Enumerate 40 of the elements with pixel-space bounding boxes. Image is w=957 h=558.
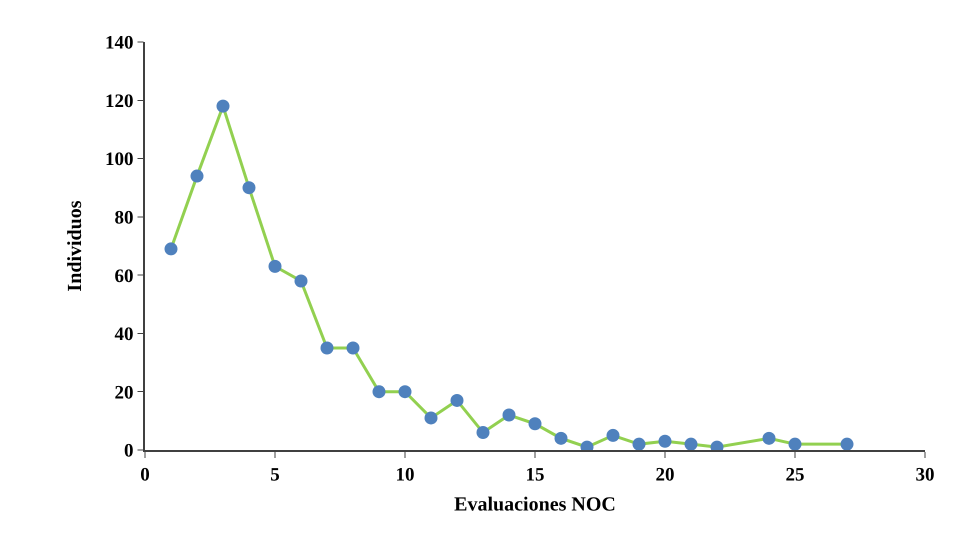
point [424, 411, 438, 424]
y-tick-label: 100 [104, 149, 134, 170]
point [476, 426, 490, 440]
point [762, 432, 776, 445]
x-tick-label: 20 [656, 464, 674, 486]
point [450, 394, 464, 407]
y-tick-label: 0 [124, 440, 134, 462]
point [632, 438, 646, 450]
x-tick-label: 15 [526, 464, 544, 486]
point [242, 181, 256, 194]
point [294, 274, 308, 288]
point [502, 408, 516, 422]
y-tick-label: 120 [104, 90, 134, 112]
point [606, 428, 620, 442]
point [788, 438, 802, 450]
x-tick-label: 25 [786, 464, 804, 486]
point [528, 417, 542, 430]
point [840, 438, 854, 450]
point [216, 100, 230, 113]
y-tick-label: 80 [114, 208, 134, 229]
x-tick-label: 30 [916, 464, 934, 486]
y-axis-title: Individuos [64, 200, 86, 292]
point [554, 432, 568, 445]
point [164, 242, 178, 256]
point [346, 342, 360, 354]
x-axis-title: Evaluaciones NOC [454, 494, 616, 516]
point [372, 385, 386, 398]
point [684, 438, 698, 450]
y-tick-label: 20 [114, 382, 134, 404]
y-tick-label: 60 [114, 266, 134, 287]
y-tick-label: 40 [114, 324, 134, 346]
point [320, 342, 334, 354]
x-tick-label: 10 [396, 464, 414, 486]
x-tick-label: 5 [270, 464, 280, 486]
point [398, 385, 412, 398]
point [268, 260, 282, 273]
x-tick-label: 0 [140, 464, 150, 486]
point [190, 170, 204, 183]
point [658, 434, 672, 448]
y-tick-label: 140 [104, 32, 134, 54]
